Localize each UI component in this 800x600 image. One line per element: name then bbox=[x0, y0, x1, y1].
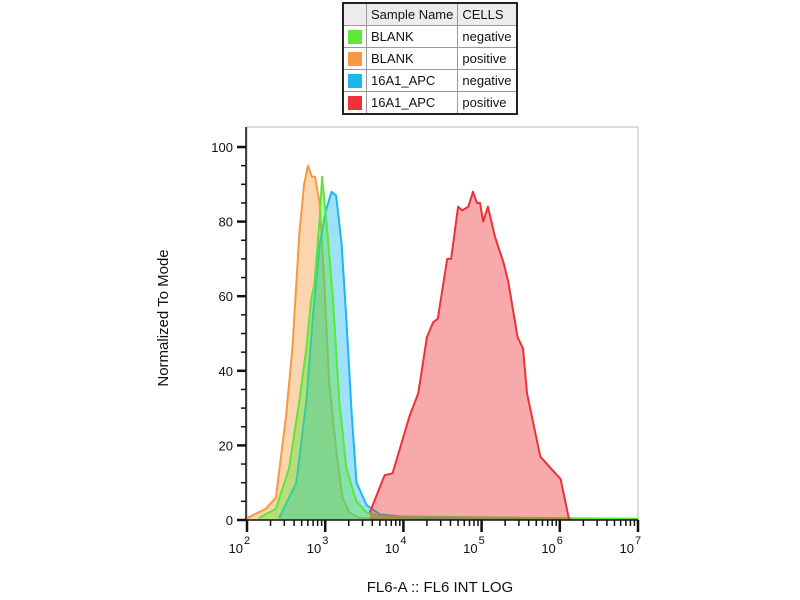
x-tick-label: 10 bbox=[229, 541, 243, 556]
x-tick-exponent: 4 bbox=[400, 535, 406, 547]
x-tick-exponent: 2 bbox=[244, 535, 250, 547]
series-layer bbox=[246, 164, 639, 521]
legend-header-blank bbox=[342, 2, 367, 26]
legend-cells: negative bbox=[457, 69, 518, 92]
y-axis-title: Normalized To Mode bbox=[155, 249, 172, 386]
legend-table: Sample Name CELLS BLANK negative BLANK p… bbox=[342, 2, 518, 115]
y-tick-label: 80 bbox=[219, 215, 233, 230]
legend-sample: 16A1_APC bbox=[365, 69, 459, 92]
legend-swatch bbox=[348, 73, 362, 88]
x-tick-label: 10 bbox=[541, 541, 555, 556]
legend-row: 16A1_APC negative bbox=[342, 69, 518, 92]
x-tick-label: 10 bbox=[463, 541, 477, 556]
x-tick-label: 10 bbox=[620, 541, 634, 556]
legend-swatch bbox=[348, 51, 362, 66]
legend-header-sample: Sample Name bbox=[365, 2, 459, 26]
y-tick-label: 20 bbox=[219, 438, 233, 453]
legend-cells: positive bbox=[457, 47, 518, 70]
legend-row: BLANK positive bbox=[342, 47, 518, 70]
series-line bbox=[258, 175, 639, 520]
series-line bbox=[368, 190, 571, 521]
legend-cells: positive bbox=[457, 91, 518, 115]
y-tick-label: 100 bbox=[211, 140, 233, 155]
y-tick-label: 60 bbox=[219, 289, 233, 304]
series-area bbox=[279, 191, 638, 521]
legend-sample: 16A1_APC bbox=[365, 91, 459, 115]
x-tick-exponent: 5 bbox=[479, 535, 485, 547]
series-area bbox=[258, 176, 638, 521]
x-tick-label: 10 bbox=[307, 541, 321, 556]
x-tick-exponent: 3 bbox=[322, 535, 328, 547]
series-area bbox=[369, 191, 570, 521]
series-line bbox=[278, 190, 638, 520]
legend-sample: BLANK bbox=[365, 47, 459, 70]
legend-header-row: Sample Name CELLS bbox=[342, 2, 518, 26]
y-tick-label: 0 bbox=[226, 513, 233, 528]
legend-swatch bbox=[348, 29, 362, 44]
legend-swatch bbox=[348, 95, 362, 110]
legend-header-cells: CELLS bbox=[457, 2, 518, 26]
x-tick-exponent: 7 bbox=[635, 535, 641, 547]
x-tick-exponent: 6 bbox=[557, 535, 563, 547]
y-tick-label: 40 bbox=[219, 364, 233, 379]
x-tick-label: 10 bbox=[385, 541, 399, 556]
legend-row: 16A1_APC positive bbox=[342, 91, 518, 115]
series-line bbox=[246, 164, 639, 520]
series-area bbox=[247, 165, 638, 520]
x-axis-title: FL6-A :: FL6 INT LOG bbox=[367, 579, 513, 596]
